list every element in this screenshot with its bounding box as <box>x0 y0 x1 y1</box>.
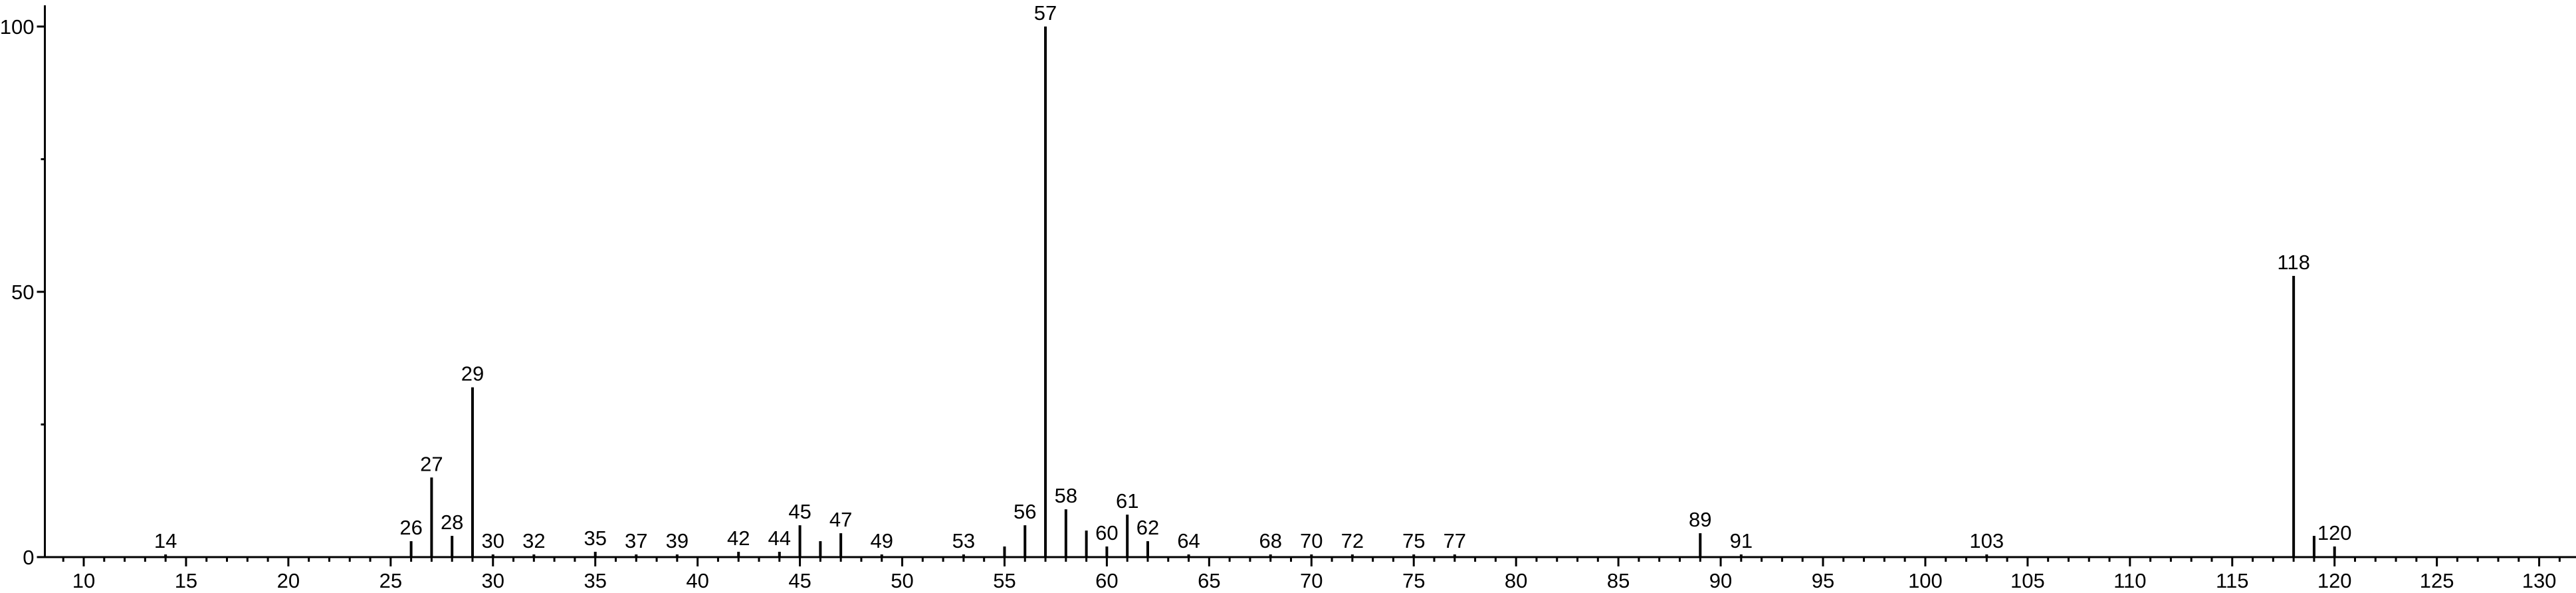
peak-label: 35 <box>584 527 606 550</box>
peak-label: 62 <box>1136 516 1159 539</box>
x-tick-label: 110 <box>2113 569 2146 592</box>
peak-label: 57 <box>1034 1 1057 25</box>
peak-label: 39 <box>666 529 689 552</box>
x-tick-label: 15 <box>175 569 197 592</box>
peak-label: 68 <box>1259 529 1281 552</box>
peak-label: 53 <box>952 529 975 552</box>
peak-label: 28 <box>441 511 463 534</box>
peak-label: 47 <box>829 508 852 531</box>
x-tick-label: 40 <box>686 569 708 592</box>
peak-label: 70 <box>1300 529 1323 552</box>
peak-label: 56 <box>1014 500 1036 523</box>
x-tick-label: 25 <box>379 569 402 592</box>
peak-label: 72 <box>1341 529 1364 552</box>
y-tick-label: 0 <box>23 546 34 569</box>
y-tick-label: 50 <box>11 281 34 304</box>
peak-label: 103 <box>1969 529 2004 552</box>
x-tick-label: 120 <box>2317 569 2352 592</box>
peak-label: 44 <box>768 527 791 550</box>
peak-label: 91 <box>1730 529 1753 552</box>
x-tick-label: 10 <box>72 569 95 592</box>
x-tick-label: 85 <box>1607 569 1630 592</box>
x-tick-label: 105 <box>2010 569 2045 592</box>
x-tick-label: 80 <box>1505 569 1527 592</box>
peak-label: 30 <box>482 529 504 552</box>
peak-label: 37 <box>625 529 647 552</box>
x-tick-label: 100 <box>1908 569 1943 592</box>
peak-label: 75 <box>1402 529 1425 552</box>
x-tick-label: 95 <box>1812 569 1834 592</box>
peak-label: 49 <box>870 529 893 552</box>
peak-label: 120 <box>2317 521 2352 544</box>
y-tick-label: 100 <box>0 15 35 39</box>
x-tick-label: 65 <box>1198 569 1220 592</box>
x-tick-label: 55 <box>993 569 1016 592</box>
peak-label: 118 <box>2277 251 2309 274</box>
x-tick-label: 130 <box>2522 569 2557 592</box>
peak-label: 61 <box>1116 489 1138 513</box>
peak-label: 26 <box>399 516 422 539</box>
peak-label: 27 <box>420 452 443 475</box>
x-tick-label: 60 <box>1095 569 1118 592</box>
x-tick-label: 30 <box>482 569 504 592</box>
peak-label: 14 <box>154 529 177 552</box>
x-tick-label: 45 <box>788 569 811 592</box>
x-tick-label: 75 <box>1402 569 1425 592</box>
peak-label: 58 <box>1055 484 1077 507</box>
x-tick-label: 20 <box>277 569 300 592</box>
x-tick-label: 70 <box>1300 569 1323 592</box>
x-tick-label: 50 <box>891 569 913 592</box>
x-tick-label: 125 <box>2420 569 2454 592</box>
x-tick-label: 35 <box>584 569 606 592</box>
peak-label: 60 <box>1095 521 1118 544</box>
x-tick-label: 90 <box>1709 569 1732 592</box>
peak-label: 64 <box>1177 529 1200 552</box>
peak-label: 45 <box>788 500 811 523</box>
peak-label: 89 <box>1689 508 1711 531</box>
peak-label: 77 <box>1444 529 1466 552</box>
peak-label: 29 <box>461 362 484 386</box>
peak-label: 42 <box>727 527 750 550</box>
peak-label: 32 <box>522 529 545 552</box>
x-tick-label: 115 <box>2216 569 2248 592</box>
